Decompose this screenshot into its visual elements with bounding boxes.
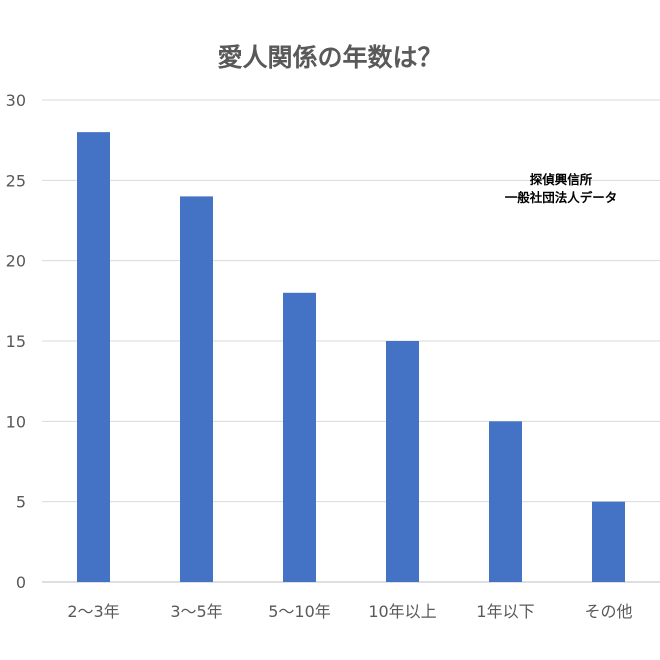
bar bbox=[180, 196, 213, 582]
y-tick-label: 25 bbox=[6, 171, 26, 190]
source-line-2: 一般社団法人データ bbox=[504, 190, 618, 205]
y-tick-label: 0 bbox=[16, 573, 26, 592]
x-tick-label: 1年以下 bbox=[476, 602, 534, 621]
x-tick-label: その他 bbox=[584, 602, 632, 621]
bar bbox=[77, 132, 110, 582]
x-tick-label: 5〜10年 bbox=[268, 602, 331, 621]
source-annotation: 探偵興信所 一般社団法人データ bbox=[486, 171, 636, 207]
chart-title: 愛人関係の年数は？ bbox=[217, 43, 443, 72]
x-tick-label: 2〜3年 bbox=[67, 602, 119, 621]
y-tick-label: 30 bbox=[6, 91, 26, 110]
bar bbox=[283, 292, 316, 582]
bar bbox=[386, 341, 419, 582]
source-line-1: 探偵興信所 bbox=[529, 172, 593, 187]
bar bbox=[489, 421, 522, 582]
y-tick-label: 20 bbox=[6, 252, 26, 271]
x-tick-label: 10年以上 bbox=[368, 602, 436, 621]
x-tick-label: 3〜5年 bbox=[170, 602, 222, 621]
x-tick-labels: 2〜3年 3〜5年 5〜10年 10年以上 1年以下 その他 bbox=[67, 602, 632, 621]
y-tick-labels: 0 5 10 15 20 25 30 bbox=[6, 91, 26, 592]
y-tick-label: 15 bbox=[6, 332, 26, 351]
y-tick-label: 10 bbox=[6, 412, 26, 431]
y-tick-label: 5 bbox=[16, 493, 26, 512]
bar bbox=[592, 501, 625, 582]
bars bbox=[77, 132, 625, 582]
gridlines bbox=[42, 99, 660, 583]
